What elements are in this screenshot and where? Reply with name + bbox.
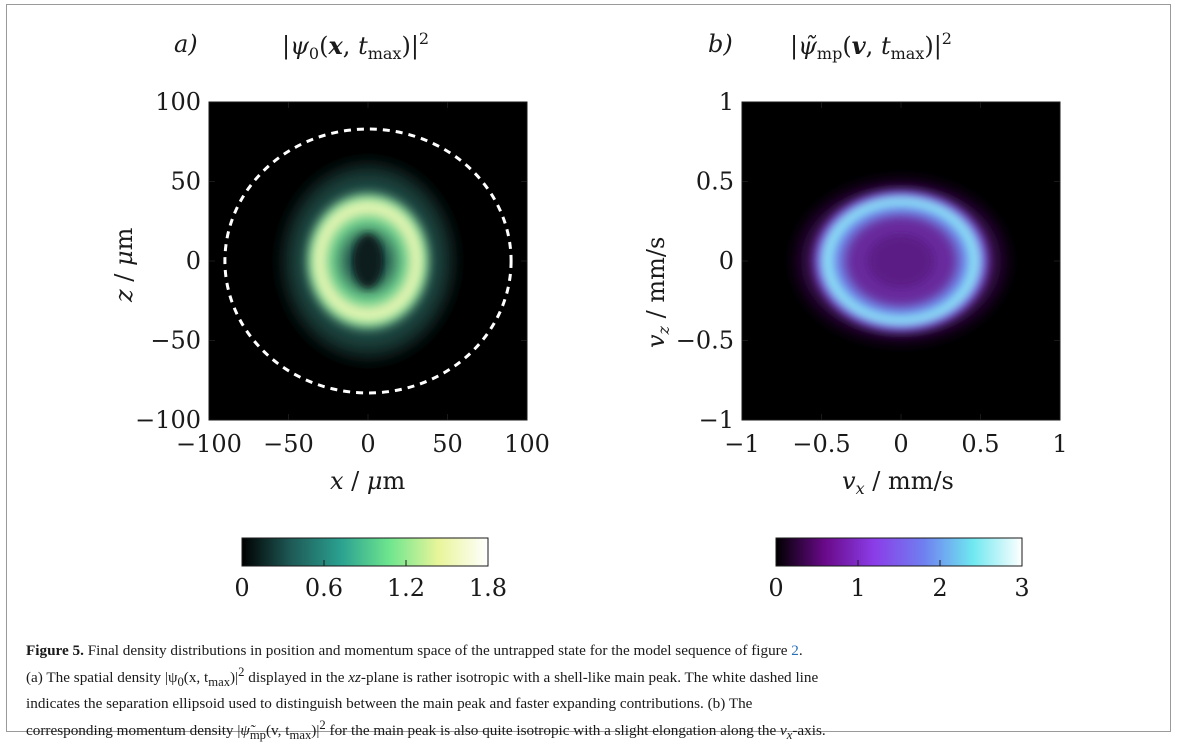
panel-a-title: |ψ0(x, tmax)|2: [282, 29, 429, 63]
caption-l4-submax: max: [289, 727, 312, 742]
colorbar-tick-label: 0.6: [305, 574, 343, 602]
colorbar-tick-label: 3: [1014, 574, 1029, 602]
y-tick-label: 50: [170, 168, 201, 196]
panel-a-letter: a): [174, 30, 198, 58]
colorbar-tick-label: 1.2: [387, 574, 425, 602]
y-tick-label: 100: [155, 88, 201, 116]
caption-intro-end: .: [798, 642, 803, 659]
caption-l4-axis-sub: x: [786, 727, 793, 742]
axes-a-ticks: −100 −50 0 50 100 −100 −50 0 50 100: [135, 88, 550, 458]
x-tick-label: 0: [893, 430, 908, 458]
figure-caption: Figure 5. Final density distributions in…: [26, 640, 1156, 746]
y-tick-label: −50: [150, 327, 201, 355]
y-tick-label: 0: [719, 247, 734, 275]
axes-b-xlabel: vx / mm/s: [842, 467, 954, 498]
x-tick-label: −50: [263, 430, 314, 458]
caption-line-2: (a) The spatial density |ψ0(x, tmax)|2 d…: [26, 662, 1156, 694]
y-tick-label: −100: [135, 406, 201, 434]
caption-l2-submax: max: [208, 674, 231, 689]
panel-b-title: |ψ̃mp(v, tmax)|2: [790, 29, 952, 63]
caption-l4-axis: v: [780, 721, 787, 739]
figure-2-link[interactable]: 2: [791, 642, 799, 659]
y-tick-label: 0: [186, 247, 201, 275]
heatmap-b-center: [869, 235, 933, 287]
caption-l4-psi: ψ̃: [240, 721, 250, 739]
caption-line-1: Figure 5. Final density distributions in…: [26, 640, 1156, 662]
caption-l4-end: -axis.: [792, 721, 826, 739]
colorbar-tick-label: 1: [850, 574, 865, 602]
caption-line-4: corresponding momentum density |ψ̃mp(v, …: [26, 715, 1156, 746]
axes-b-ticks: −1 −0.5 0 0.5 1 −1 −0.5 0 0.5 1: [676, 88, 1068, 458]
x-tick-label: 50: [432, 430, 463, 458]
colorbar-tick-label: 2: [932, 574, 947, 602]
caption-l2-plane: xz: [348, 668, 361, 686]
caption-l4-args: (v, t: [266, 721, 290, 739]
caption-l2-start: (a) The spatial density |ψ: [26, 668, 178, 686]
caption-l2-mid: displayed in the: [244, 668, 349, 686]
x-tick-label: −0.5: [792, 430, 850, 458]
figure-canvas: a) b) |ψ0(x, tmax)|2 |ψ̃mp(v, tmax)|2 −1…: [110, 29, 1068, 602]
colorbar-tick-label: 0: [768, 574, 783, 602]
colorbar-tick-label: 1.8: [469, 574, 507, 602]
x-tick-label: 100: [504, 430, 550, 458]
colorbar-b: 0 1 2 3: [768, 537, 1030, 602]
caption-l4-mid: for the main peak is also quite isotropi…: [325, 721, 780, 739]
caption-label: Figure 5.: [26, 642, 84, 659]
y-tick-label: −1: [699, 406, 734, 434]
x-tick-label: 0: [360, 430, 375, 458]
caption-line-3: indicates the separation ellipsoid used …: [26, 695, 753, 713]
caption-l2-rest: )|: [230, 668, 239, 686]
y-tick-label: 1: [719, 88, 734, 116]
colorbar-a-gradient: [241, 537, 489, 567]
axes-a-xlabel: x / μm: [330, 467, 406, 495]
x-tick-label: −100: [176, 430, 242, 458]
x-tick-label: −1: [724, 430, 759, 458]
caption-l2-end: -plane is rather isotropic with a shell-…: [360, 668, 819, 686]
colorbar-a: 0 0.6 1.2 1.8: [234, 537, 507, 602]
axes-b-ylabel: vz / mm/s: [642, 237, 673, 348]
x-tick-label: 0.5: [961, 430, 999, 458]
y-tick-label: 0.5: [696, 168, 734, 196]
caption-l4-start: corresponding momentum density |: [26, 721, 241, 739]
caption-l4-sup: 2: [319, 717, 326, 732]
caption-l2-sub0: 0: [177, 674, 184, 689]
y-tick-label: −0.5: [676, 327, 734, 355]
heatmap-a: [208, 101, 528, 421]
figure-frame: [6, 4, 1171, 732]
caption-l2-sup: 2: [238, 664, 245, 679]
heatmap-a-center-hole: [353, 233, 383, 289]
x-tick-label: 1: [1052, 430, 1067, 458]
axes-a-ylabel: z / μm: [110, 227, 138, 303]
caption-intro: Final density distributions in position …: [83, 642, 792, 659]
colorbar-b-gradient: [775, 537, 1023, 567]
separation-ellipse: [223, 127, 513, 395]
caption-l4-submp: mp: [249, 727, 266, 742]
colorbar-tick-label: 0: [234, 574, 249, 602]
caption-l4-rest: )|: [311, 721, 320, 739]
heatmap-b: [741, 101, 1061, 421]
panel-b-letter: b): [708, 30, 733, 58]
caption-l2-args: (x, t: [183, 668, 209, 686]
